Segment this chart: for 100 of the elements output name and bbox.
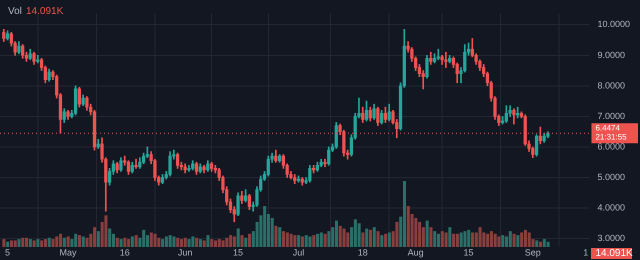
bar [524, 229, 527, 247]
bar [10, 240, 13, 247]
bar [448, 226, 452, 247]
bar [323, 233, 327, 247]
bar [278, 226, 282, 247]
y-tick-label: 10.0000 [597, 19, 630, 30]
x-tick-label: Sep [524, 247, 541, 258]
y-tick-label: 3.0000 [597, 233, 625, 244]
bar [384, 233, 387, 247]
x-tick-label: Jul [292, 247, 304, 258]
bar [96, 230, 100, 247]
bar [92, 226, 96, 247]
x-tick-label: 15 [464, 247, 474, 258]
bar [184, 237, 187, 247]
y-tick-label: 9.0000 [597, 50, 625, 60]
bar [372, 226, 376, 247]
bar [164, 236, 168, 247]
bar [21, 237, 24, 247]
bar [198, 238, 202, 247]
bar [300, 236, 304, 247]
bar [168, 234, 172, 247]
bar [338, 225, 342, 247]
bar [426, 220, 429, 247]
y-tick-label: 7.0000 [597, 110, 625, 121]
ref-line-label: 6.4474 [595, 123, 620, 132]
bar [123, 237, 126, 247]
bar [440, 230, 444, 247]
bar [14, 240, 17, 247]
bar [528, 232, 531, 247]
bar [270, 218, 274, 247]
bar [304, 234, 308, 247]
bar [542, 238, 546, 247]
bar [535, 240, 538, 247]
bar [36, 238, 40, 247]
bar [354, 218, 357, 247]
bar [346, 232, 350, 247]
bar [490, 230, 493, 247]
bar [460, 232, 463, 247]
y-tick-label: 6.0000 [597, 141, 625, 152]
x-tick-label: 18 [358, 247, 368, 258]
bar [380, 234, 384, 247]
bar [244, 237, 248, 247]
bar [236, 228, 240, 247]
bar [85, 237, 88, 247]
bar [232, 236, 236, 247]
bar [293, 234, 296, 247]
x-tick-label: 16 [120, 247, 130, 258]
bar [55, 236, 58, 247]
bar [520, 232, 524, 247]
bar [327, 230, 330, 247]
annotation: Vol [8, 6, 22, 17]
bar [470, 232, 474, 247]
bar [248, 233, 251, 247]
bar [342, 228, 346, 247]
bar [463, 230, 466, 247]
bar [108, 228, 112, 247]
bar [320, 232, 323, 247]
bar [2, 238, 6, 247]
bar [180, 238, 183, 247]
bar [195, 237, 198, 247]
bar [51, 238, 54, 247]
bar [376, 230, 380, 247]
bar [433, 230, 436, 247]
x-tick-label: May [60, 247, 78, 258]
bar [546, 241, 550, 247]
bar [176, 237, 180, 247]
bar [486, 233, 490, 247]
bar [358, 222, 361, 247]
bar [206, 234, 210, 247]
y-tick-label: 8.0000 [597, 80, 625, 90]
bar [456, 233, 459, 247]
bar [282, 230, 285, 247]
bar [119, 238, 122, 247]
bar [274, 225, 278, 247]
bar [157, 237, 160, 247]
bar [172, 236, 176, 247]
bar [494, 233, 497, 247]
bar [286, 232, 289, 247]
x-tick-label: 1 [583, 247, 588, 258]
bar [508, 230, 512, 247]
bar [221, 240, 224, 247]
x-tick-label: 15 [233, 247, 244, 258]
bar [516, 234, 520, 247]
bar [501, 234, 504, 247]
bar [361, 232, 364, 247]
bar [229, 234, 232, 247]
bar [538, 241, 542, 247]
bar [40, 240, 44, 247]
bar [312, 234, 316, 247]
bar [58, 233, 62, 247]
bar [218, 238, 221, 247]
bar [134, 234, 138, 247]
x-tick-label: Aug [408, 247, 424, 258]
bar [512, 233, 516, 247]
bar [444, 232, 448, 247]
bar [240, 234, 244, 247]
bar [225, 237, 228, 247]
bar [429, 226, 432, 247]
bar [406, 206, 410, 247]
bar [126, 238, 130, 247]
